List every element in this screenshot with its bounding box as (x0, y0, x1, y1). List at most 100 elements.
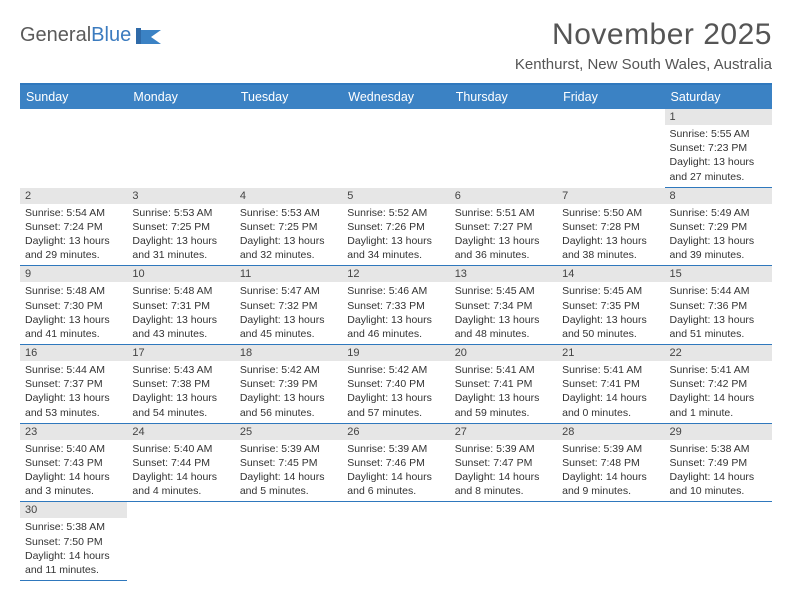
day-number: 9 (20, 266, 127, 282)
day-number: 5 (342, 188, 449, 204)
day-number (342, 109, 449, 125)
day-number (20, 109, 127, 125)
sunrise-line: Sunrise: 5:41 AM (670, 363, 767, 377)
sunset-line: Sunset: 7:47 PM (455, 456, 552, 470)
day-number: 15 (665, 266, 772, 282)
day-number (665, 502, 772, 518)
day-number-row: 9101112131415 (20, 266, 772, 282)
day-number: 11 (235, 266, 342, 282)
day-cell (235, 518, 342, 581)
sunset-line: Sunset: 7:24 PM (25, 220, 122, 234)
day-cell: Sunrise: 5:38 AMSunset: 7:50 PMDaylight:… (20, 518, 127, 581)
day-cell (557, 125, 664, 188)
daylight-line: Daylight: 13 hours and 27 minutes. (670, 155, 767, 183)
daylight-line: Daylight: 14 hours and 6 minutes. (347, 470, 444, 498)
daylight-line: Daylight: 14 hours and 1 minute. (670, 391, 767, 419)
weekday-header: Friday (557, 85, 664, 109)
week-row: Sunrise: 5:38 AMSunset: 7:50 PMDaylight:… (20, 518, 772, 581)
sunset-line: Sunset: 7:37 PM (25, 377, 122, 391)
sunrise-line: Sunrise: 5:49 AM (670, 206, 767, 220)
day-number: 27 (450, 424, 557, 440)
daylight-line: Daylight: 13 hours and 56 minutes. (240, 391, 337, 419)
sunrise-line: Sunrise: 5:39 AM (562, 442, 659, 456)
daylight-line: Daylight: 13 hours and 50 minutes. (562, 313, 659, 341)
location: Kenthurst, New South Wales, Australia (515, 56, 772, 73)
sunrise-line: Sunrise: 5:41 AM (562, 363, 659, 377)
day-number: 29 (665, 424, 772, 440)
day-number: 8 (665, 188, 772, 204)
sunset-line: Sunset: 7:28 PM (562, 220, 659, 234)
week-row: Sunrise: 5:55 AMSunset: 7:23 PMDaylight:… (20, 125, 772, 188)
day-number (557, 502, 664, 518)
daylight-line: Daylight: 13 hours and 53 minutes. (25, 391, 122, 419)
day-number (127, 109, 234, 125)
day-cell: Sunrise: 5:41 AMSunset: 7:41 PMDaylight:… (450, 361, 557, 424)
daylight-line: Daylight: 13 hours and 51 minutes. (670, 313, 767, 341)
day-cell: Sunrise: 5:44 AMSunset: 7:36 PMDaylight:… (665, 282, 772, 345)
day-cell: Sunrise: 5:53 AMSunset: 7:25 PMDaylight:… (235, 204, 342, 267)
day-number: 10 (127, 266, 234, 282)
sunrise-line: Sunrise: 5:41 AM (455, 363, 552, 377)
day-number: 18 (235, 345, 342, 361)
day-cell (342, 518, 449, 581)
sunset-line: Sunset: 7:44 PM (132, 456, 229, 470)
day-cell: Sunrise: 5:45 AMSunset: 7:35 PMDaylight:… (557, 282, 664, 345)
logo-word2: Blue (91, 24, 131, 46)
sunset-line: Sunset: 7:40 PM (347, 377, 444, 391)
day-cell: Sunrise: 5:55 AMSunset: 7:23 PMDaylight:… (665, 125, 772, 188)
day-number: 16 (20, 345, 127, 361)
weeks-container: 1Sunrise: 5:55 AMSunset: 7:23 PMDaylight… (20, 109, 772, 581)
logo: GeneralBlue (20, 24, 165, 47)
sunset-line: Sunset: 7:42 PM (670, 377, 767, 391)
day-cell: Sunrise: 5:42 AMSunset: 7:40 PMDaylight:… (342, 361, 449, 424)
week-row: Sunrise: 5:44 AMSunset: 7:37 PMDaylight:… (20, 361, 772, 424)
sunset-line: Sunset: 7:36 PM (670, 299, 767, 313)
day-cell: Sunrise: 5:40 AMSunset: 7:44 PMDaylight:… (127, 440, 234, 503)
daylight-line: Daylight: 14 hours and 9 minutes. (562, 470, 659, 498)
day-number: 26 (342, 424, 449, 440)
calendar: SundayMondayTuesdayWednesdayThursdayFrid… (20, 83, 772, 581)
day-number (342, 502, 449, 518)
day-cell: Sunrise: 5:41 AMSunset: 7:41 PMDaylight:… (557, 361, 664, 424)
daylight-line: Daylight: 14 hours and 11 minutes. (25, 549, 122, 577)
sunset-line: Sunset: 7:32 PM (240, 299, 337, 313)
day-number: 22 (665, 345, 772, 361)
sunset-line: Sunset: 7:26 PM (347, 220, 444, 234)
sunrise-line: Sunrise: 5:39 AM (240, 442, 337, 456)
sunrise-line: Sunrise: 5:42 AM (240, 363, 337, 377)
sunrise-line: Sunrise: 5:45 AM (455, 284, 552, 298)
day-cell: Sunrise: 5:48 AMSunset: 7:30 PMDaylight:… (20, 282, 127, 345)
day-number-row: 1 (20, 109, 772, 125)
sunrise-line: Sunrise: 5:47 AM (240, 284, 337, 298)
day-cell (450, 125, 557, 188)
day-number-row: 2345678 (20, 188, 772, 204)
daylight-line: Daylight: 13 hours and 57 minutes. (347, 391, 444, 419)
day-number: 1 (665, 109, 772, 125)
weekday-header: Tuesday (235, 85, 342, 109)
day-cell: Sunrise: 5:44 AMSunset: 7:37 PMDaylight:… (20, 361, 127, 424)
month-title: November 2025 (515, 18, 772, 52)
sunrise-line: Sunrise: 5:53 AM (132, 206, 229, 220)
sunset-line: Sunset: 7:39 PM (240, 377, 337, 391)
sunset-line: Sunset: 7:27 PM (455, 220, 552, 234)
day-cell: Sunrise: 5:40 AMSunset: 7:43 PMDaylight:… (20, 440, 127, 503)
sunset-line: Sunset: 7:41 PM (455, 377, 552, 391)
day-cell (557, 518, 664, 581)
day-number: 24 (127, 424, 234, 440)
daylight-line: Daylight: 13 hours and 31 minutes. (132, 234, 229, 262)
daylight-line: Daylight: 13 hours and 46 minutes. (347, 313, 444, 341)
day-cell (665, 518, 772, 581)
sunrise-line: Sunrise: 5:39 AM (347, 442, 444, 456)
day-number (235, 502, 342, 518)
day-number: 20 (450, 345, 557, 361)
day-cell: Sunrise: 5:41 AMSunset: 7:42 PMDaylight:… (665, 361, 772, 424)
sunrise-line: Sunrise: 5:38 AM (670, 442, 767, 456)
day-cell: Sunrise: 5:52 AMSunset: 7:26 PMDaylight:… (342, 204, 449, 267)
weekday-header: Saturday (665, 85, 772, 109)
daylight-line: Daylight: 14 hours and 10 minutes. (670, 470, 767, 498)
sunset-line: Sunset: 7:38 PM (132, 377, 229, 391)
daylight-line: Daylight: 13 hours and 59 minutes. (455, 391, 552, 419)
day-cell (450, 518, 557, 581)
sunset-line: Sunset: 7:50 PM (25, 535, 122, 549)
day-number (450, 502, 557, 518)
